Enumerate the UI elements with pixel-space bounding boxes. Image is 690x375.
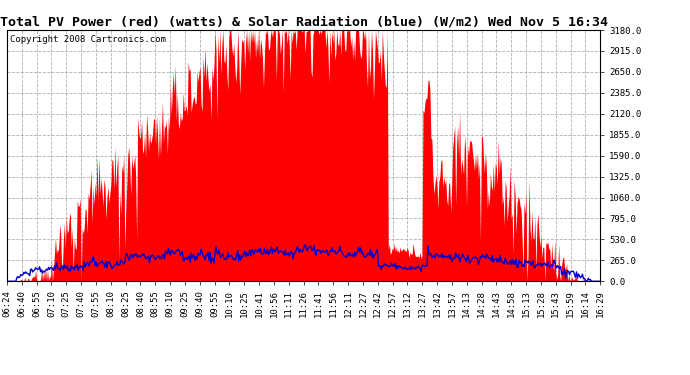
- Text: Copyright 2008 Cartronics.com: Copyright 2008 Cartronics.com: [10, 35, 166, 44]
- Title: Total PV Power (red) (watts) & Solar Radiation (blue) (W/m2) Wed Nov 5 16:34: Total PV Power (red) (watts) & Solar Rad…: [0, 16, 608, 29]
